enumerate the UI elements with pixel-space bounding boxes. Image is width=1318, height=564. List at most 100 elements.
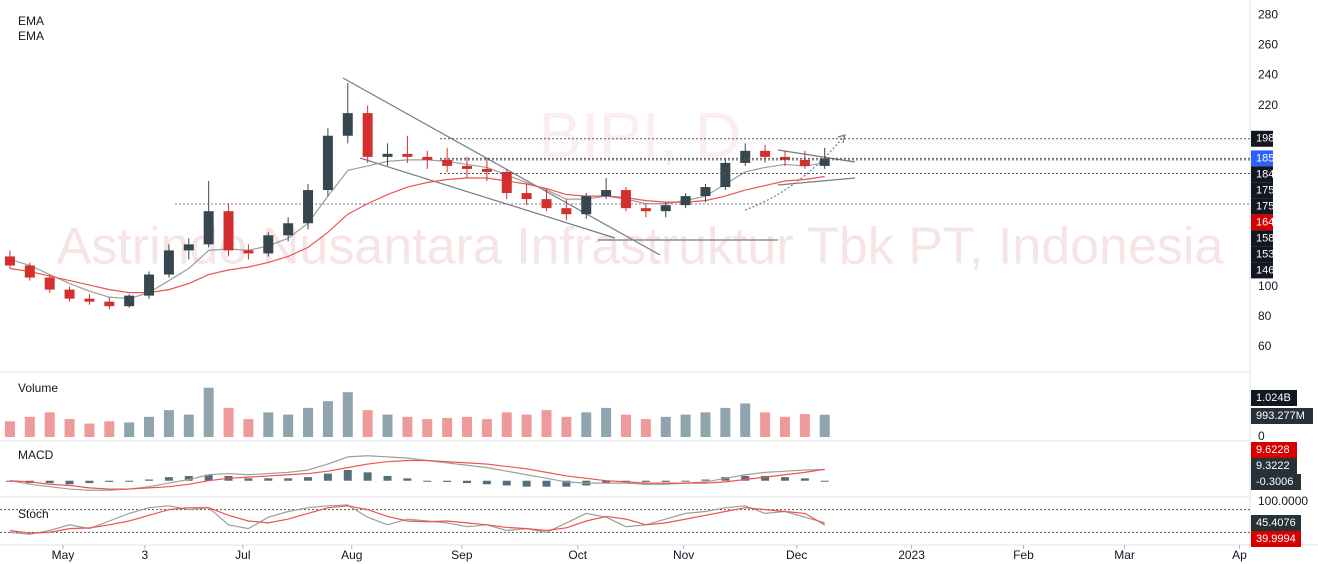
histogram-bar (85, 480, 94, 484)
x-tick-label: 3 (142, 548, 149, 562)
candle-body (263, 235, 274, 254)
trendline (777, 149, 856, 163)
candle-body (740, 150, 751, 163)
price-label: 146 (1256, 264, 1274, 276)
price-label-box (1251, 474, 1301, 490)
volume-bar (501, 412, 512, 437)
price-label-box (1251, 531, 1301, 547)
x-tick-label: Oct (568, 548, 587, 562)
y-tick-label: 100.0000 (1258, 494, 1308, 508)
histogram-bar (264, 478, 273, 481)
line (9, 459, 825, 490)
volume-bar (342, 392, 353, 437)
x-tick-label: May (52, 548, 75, 562)
volume-bar (799, 414, 810, 437)
candle-body (700, 187, 711, 197)
candle-body (601, 190, 612, 197)
volume-bar (819, 414, 830, 437)
candle-body (24, 265, 35, 278)
histogram-bar (641, 480, 650, 482)
x-tick-label: Jul (235, 548, 250, 562)
volume-bar (84, 423, 95, 437)
y-tick-label: 80 (1258, 309, 1272, 323)
volume-bar (223, 407, 234, 437)
candle-body (422, 156, 433, 160)
x-tick-label: Ap (1232, 548, 1247, 562)
candle-body (819, 158, 830, 166)
panel-separators (0, 0, 1318, 546)
price-label-box (1251, 214, 1273, 231)
x-tick-label: Feb (1013, 548, 1034, 562)
price-label-box (1251, 262, 1273, 279)
candle-body (64, 289, 75, 299)
candle-body (640, 208, 651, 212)
candle-body (720, 162, 731, 188)
price-label: 9.3222 (1256, 460, 1290, 472)
price-label-box (1251, 150, 1273, 167)
price-label: 1.024B (1256, 392, 1291, 404)
candle-body (144, 274, 155, 296)
histogram-bar (522, 480, 531, 487)
candle-body (104, 301, 115, 307)
candle-body (283, 223, 294, 236)
histogram-bar (164, 477, 173, 481)
volume-bar (640, 419, 651, 437)
candle-body (481, 168, 492, 172)
candle-body (442, 159, 453, 166)
volume-bar (601, 407, 612, 437)
histogram-bar (542, 480, 551, 487)
histogram-bar (105, 480, 114, 482)
price-label-box (1251, 515, 1301, 531)
price-label-box (1251, 182, 1273, 199)
price-label: 993.277M (1256, 410, 1305, 422)
volume-bar (481, 419, 492, 437)
histogram-bar (323, 473, 332, 481)
x-tick-label: 2023 (898, 548, 925, 562)
x-tick-label: Mar (1114, 548, 1135, 562)
price-label-box (1251, 130, 1273, 147)
histogram-bar (125, 480, 134, 482)
x-tick-label: Sep (451, 548, 473, 562)
histogram-bar (184, 475, 193, 481)
price-label-box (1251, 442, 1297, 458)
candle-body (342, 113, 353, 136)
candle-body (521, 193, 532, 200)
candle-body (462, 165, 473, 169)
panel-title: Volume (18, 381, 58, 395)
x-tick-label: Nov (673, 548, 694, 562)
volume-bar (779, 416, 790, 437)
candle-body (322, 135, 333, 191)
candle-body (4, 256, 15, 266)
volume-bar (760, 412, 771, 437)
volume-bar (740, 403, 751, 437)
candle-body (243, 250, 254, 254)
volume-bar (243, 419, 254, 437)
candle-body (382, 153, 393, 157)
candle-body (203, 211, 214, 245)
histogram-bar (343, 470, 352, 481)
histogram-bar (403, 478, 412, 481)
histogram-bar (145, 479, 154, 481)
price-label: 175 (1256, 184, 1274, 196)
candle-body (362, 113, 373, 157)
candle-body (541, 199, 552, 209)
histogram-bar (363, 472, 372, 481)
volume-bar (163, 410, 174, 437)
histogram-bar (502, 480, 511, 486)
arrow-head (837, 134, 846, 144)
line (9, 504, 825, 535)
histogram-bar (800, 478, 809, 481)
histogram-bar (761, 475, 770, 481)
histogram-bar (65, 480, 74, 485)
x-tick-label: Dec (786, 548, 807, 562)
y-tick-label: 100 (1258, 279, 1278, 293)
histogram-bar (602, 480, 611, 484)
volume-bar (561, 416, 572, 437)
histogram-bar (562, 480, 571, 487)
histogram-bar (244, 478, 253, 481)
price-label-box (1251, 166, 1273, 183)
volume-bar (462, 416, 473, 437)
y-tick-label: 240 (1258, 68, 1278, 82)
y-tick-label: 0 (1258, 429, 1265, 443)
